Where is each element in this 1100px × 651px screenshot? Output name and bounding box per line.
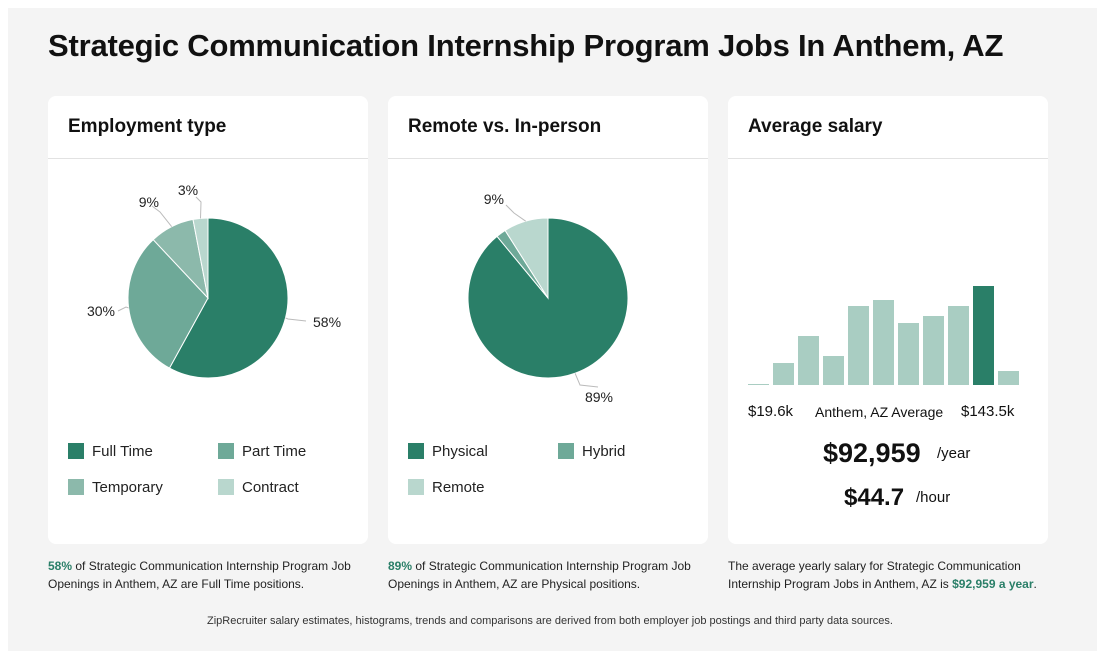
remote-pie-chart: 89% 9% bbox=[467, 191, 629, 405]
salary-min-label: $19.6k bbox=[748, 403, 794, 420]
remote-caption-pct: 89% bbox=[388, 559, 413, 573]
pie-data-label: 58% bbox=[313, 314, 341, 330]
salary-title: Average salary bbox=[748, 116, 883, 137]
pie-label-leader bbox=[195, 196, 202, 219]
employment-type-card: Employment type 58% 30% 9% 3% Full Time Par… bbox=[48, 96, 368, 544]
histogram-bar bbox=[873, 300, 894, 385]
employment-caption-pct: 58% bbox=[48, 559, 73, 573]
employment-pie-chart: 58% 30% 9% 3% bbox=[87, 182, 341, 379]
legend-swatch bbox=[408, 443, 424, 459]
pie-data-label: 89% bbox=[585, 389, 613, 405]
salary-card: Average salary $19.6k Anthem, AZ Average… bbox=[728, 96, 1048, 544]
card-divider bbox=[48, 158, 368, 159]
legend-swatch bbox=[68, 479, 84, 495]
salary-histogram bbox=[748, 286, 1019, 385]
legend-label: Temporary bbox=[92, 478, 163, 496]
legend-label: Contract bbox=[242, 478, 299, 496]
histogram-bar bbox=[973, 286, 994, 385]
legend-remote: Remote bbox=[408, 477, 485, 497]
salary-caption: The average yearly salary for Strategic … bbox=[728, 557, 1048, 593]
legend-physical: Physical bbox=[408, 441, 488, 461]
pie-slice-part-time bbox=[127, 238, 209, 369]
histogram-bar bbox=[998, 371, 1019, 385]
pie-data-label: 3% bbox=[178, 182, 198, 198]
histogram-bar bbox=[773, 363, 794, 385]
remote-caption: 89% of Strategic Communication Internshi… bbox=[388, 557, 708, 593]
salary-yearly-unit: /year bbox=[937, 445, 971, 462]
pie-data-label: 9% bbox=[139, 194, 159, 210]
legend-label: Part Time bbox=[242, 442, 307, 460]
salary-average-label: Anthem, AZ Average bbox=[815, 404, 944, 420]
remote-card: Remote vs. In-person 89% 9% Physical Hybr… bbox=[388, 96, 708, 544]
pie-label-leader bbox=[117, 306, 129, 312]
pie-data-label: 30% bbox=[87, 303, 115, 319]
salary-hourly-unit: /hour bbox=[916, 489, 951, 506]
legend-hybrid: Hybrid bbox=[558, 441, 625, 461]
remote-caption-text: of Strategic Communication Internship Pr… bbox=[388, 559, 691, 591]
salary-hourly-value: $44.7 bbox=[844, 484, 905, 511]
pie-label-leader bbox=[151, 205, 173, 228]
legend-label: Physical bbox=[432, 442, 488, 460]
employment-caption: 58% of Strategic Communication Internshi… bbox=[48, 557, 368, 593]
pie-label-leader bbox=[505, 204, 526, 222]
salary-caption-end: . bbox=[1033, 577, 1037, 591]
histogram-bar bbox=[823, 356, 844, 385]
salary-caption-value: $92,959 a year bbox=[952, 577, 1034, 591]
legend-swatch bbox=[218, 479, 234, 495]
histogram-bar bbox=[848, 306, 869, 385]
footer-note: ZipRecruiter salary estimates, histogram… bbox=[207, 615, 893, 627]
histogram-bar bbox=[898, 323, 919, 385]
histogram-bar bbox=[948, 306, 969, 385]
legend-label: Remote bbox=[432, 478, 485, 496]
legend-full-time: Full Time bbox=[68, 441, 153, 461]
legend-temporary: Temporary bbox=[68, 477, 163, 497]
pie-slice-full-time bbox=[168, 217, 289, 379]
salary-max-label: $143.5k bbox=[961, 403, 1015, 420]
legend-swatch bbox=[408, 479, 424, 495]
legend-contract: Contract bbox=[218, 477, 299, 497]
page-title: Strategic Communication Internship Progr… bbox=[48, 28, 1004, 63]
histogram-bar bbox=[798, 336, 819, 385]
pie-label-leader bbox=[574, 373, 599, 388]
employment-type-title: Employment type bbox=[68, 116, 227, 137]
histogram-bar bbox=[923, 316, 944, 385]
pie-slice-remote bbox=[504, 217, 549, 300]
employment-caption-text: of Strategic Communication Internship Pr… bbox=[48, 559, 351, 591]
legend-label: Hybrid bbox=[582, 442, 626, 460]
pie-label-leader bbox=[285, 317, 307, 322]
pie-data-label: 9% bbox=[484, 191, 504, 207]
salary-caption-text: The average yearly salary for Strategic … bbox=[728, 559, 1021, 591]
legend-swatch bbox=[558, 443, 574, 459]
legend-label: Full Time bbox=[92, 442, 153, 460]
legend-swatch bbox=[218, 443, 234, 459]
remote-title: Remote vs. In-person bbox=[408, 116, 602, 137]
histogram-bar bbox=[748, 384, 769, 385]
card-divider bbox=[728, 158, 1048, 159]
legend-swatch bbox=[68, 443, 84, 459]
card-divider bbox=[388, 158, 708, 159]
legend-part-time: Part Time bbox=[218, 441, 306, 461]
salary-yearly-value: $92,959 bbox=[823, 438, 921, 468]
